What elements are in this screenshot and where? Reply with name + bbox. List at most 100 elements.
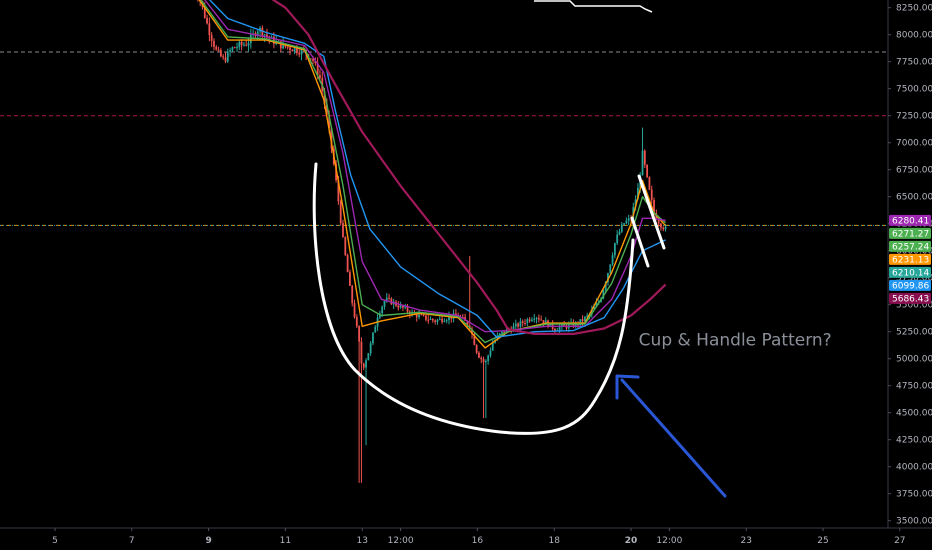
candle-body (369, 343, 372, 354)
candle-body (210, 34, 213, 41)
candle-body (353, 303, 356, 318)
arrow-shaft[interactable] (620, 378, 727, 498)
candle-body (222, 56, 225, 58)
x-tick-label: 11 (280, 536, 291, 546)
candle-body (339, 201, 342, 224)
x-tick-label: 9 (205, 536, 211, 546)
price-tags: 8427.566280.416271.276257.246231.136210.… (889, 214, 931, 305)
candle-body (365, 360, 367, 368)
candle-body (342, 223, 344, 238)
candle-body (431, 318, 434, 321)
candle-body (482, 359, 485, 363)
candle-body (528, 319, 531, 321)
horizontal-lines (0, 51, 888, 227)
candle-body (236, 47, 238, 49)
candle-body (266, 34, 268, 37)
candle-body (367, 353, 370, 361)
moving-average-line-1[interactable] (193, 0, 667, 344)
candle-body (478, 352, 480, 358)
candle-body (418, 314, 420, 318)
price-tag-2[interactable] (889, 227, 931, 239)
moving-average-line-4[interactable] (247, 0, 667, 335)
candle-body (544, 320, 547, 324)
candle-body (445, 320, 448, 322)
y-tick-label: 7000.00 (896, 139, 932, 149)
top-drawing-line[interactable] (534, 0, 653, 13)
candle-body (388, 297, 390, 299)
y-tick-label: 4750.00 (896, 382, 932, 392)
y-tick-label: 6500.00 (896, 193, 932, 203)
price-tag-6[interactable] (889, 279, 931, 291)
candle-body (609, 264, 612, 274)
candle-body (441, 318, 443, 322)
candle-body (323, 91, 326, 105)
candle-body (616, 234, 619, 244)
candle-body (378, 313, 381, 318)
arrow-head[interactable] (615, 374, 640, 400)
candle-body (466, 320, 469, 326)
candle-body (349, 272, 351, 286)
candle-body (648, 176, 651, 190)
candle-body (542, 320, 545, 324)
price-tag-1[interactable] (889, 214, 931, 226)
candle-body (662, 227, 665, 230)
candle-body (627, 218, 630, 221)
candle-body (397, 305, 400, 308)
y-tick-label: 7250.00 (896, 112, 932, 122)
candle-body (512, 326, 515, 332)
candle-body (554, 328, 556, 331)
candle-body (243, 44, 245, 46)
candle-body (219, 50, 222, 57)
candle-body (533, 318, 536, 320)
candle-body (584, 316, 586, 322)
candle-body (240, 41, 243, 45)
price-tag-5[interactable] (889, 266, 931, 278)
candle-body (434, 320, 437, 323)
candle-body (383, 300, 386, 307)
candle-body (360, 341, 363, 364)
y-tick-label: 8000.00 (896, 31, 932, 41)
candle-body (517, 323, 520, 327)
price-tag-4[interactable] (889, 253, 931, 265)
candle-body (358, 326, 361, 342)
candle-body (422, 314, 425, 316)
candle-body (385, 297, 388, 301)
price-tag-3[interactable] (889, 240, 931, 252)
x-tick-label: 12:00 (388, 536, 414, 546)
candle-body (657, 219, 660, 224)
candle-body (312, 58, 314, 61)
candle-body (247, 43, 250, 46)
x-tick-label: 13 (356, 536, 367, 546)
candle-body (293, 48, 296, 52)
handle-line-right[interactable] (637, 174, 666, 250)
candle-body (503, 331, 506, 334)
annotation-text[interactable]: Cup & Handle Pattern? (639, 331, 832, 351)
price-tag-label: 6231.13 (892, 256, 929, 266)
candle-body (427, 319, 430, 321)
candle-body (381, 306, 384, 314)
candle-body (448, 316, 450, 321)
candle-body (438, 318, 441, 320)
candle-body (406, 306, 409, 312)
cup-drawing[interactable] (312, 162, 635, 435)
candle-body (298, 52, 301, 55)
candle-body (443, 321, 446, 323)
moving-average-line-3[interactable] (193, 0, 666, 338)
candle-body (646, 164, 649, 177)
candle-body (256, 31, 259, 36)
handle-line-left[interactable] (630, 216, 650, 268)
candle-body (330, 128, 333, 149)
x-axis[interactable]: 5 7 9 11 13 12:00 16 18 20 12:00 23 25 27 (0, 527, 932, 550)
x-tick-label: 5 (52, 536, 58, 546)
candle-body (501, 331, 503, 334)
y-tick-label: 4250.00 (896, 436, 932, 446)
candle-body (521, 321, 524, 323)
price-tag-label: 6257.24 (892, 243, 929, 253)
candle-body (558, 327, 561, 331)
price-tag-7[interactable] (889, 292, 931, 304)
candle-body (489, 350, 492, 356)
candle-body (514, 323, 517, 327)
y-tick-label: 7500.00 (896, 85, 932, 95)
